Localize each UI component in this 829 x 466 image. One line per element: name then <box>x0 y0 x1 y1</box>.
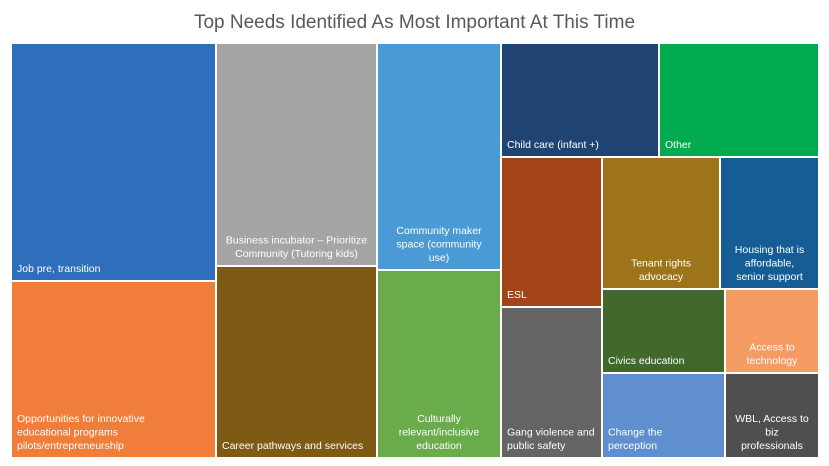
treemap-tile-label: Housing that is affordable, senior support <box>735 244 804 283</box>
treemap-tile-esl: ESL <box>502 158 601 306</box>
treemap-tile-label: ESL <box>507 289 527 301</box>
treemap-tile-label: Opportunities for innovative educational … <box>17 413 145 452</box>
treemap-tile-culturally-relevant-inclusive-education: Culturally relevant/inclusive education <box>378 271 500 457</box>
treemap-tile-rect <box>603 374 724 457</box>
treemap-tile-rect <box>726 290 818 372</box>
treemap-tile-rect <box>217 44 376 265</box>
treemap-tile-business-incubator-prioritize-community-tutoring-kids: Business incubator – Prioritize Community… <box>217 44 376 265</box>
treemap-tile-label: Civics education <box>608 355 685 367</box>
treemap-tile-rect <box>502 308 601 457</box>
treemap-tile-gang-violence-and-public-safety: Gang violence and public safety <box>502 308 601 457</box>
treemap-tile-community-maker-space-community-use: Community maker space (community use) <box>378 44 500 269</box>
treemap-tile-label: Change the perception <box>608 427 662 453</box>
treemap-tile-career-pathways-and-services: Career pathways and services <box>217 267 376 457</box>
treemap-tile-label: Access to technology <box>747 342 799 368</box>
treemap-tile-rect <box>721 158 818 288</box>
treemap-tile-housing-that-is-affordable-senior-support: Housing that is affordable, senior support <box>721 158 818 288</box>
treemap-tile-rect <box>726 374 818 457</box>
treemap-tile-change-the-perception: Change the perception <box>603 374 724 457</box>
treemap-tile-label: WBL, Access to biz professionals <box>735 413 809 452</box>
treemap-tile-label: Gang violence and public safety <box>507 427 595 453</box>
treemap-tile-label: Tenant rights advocacy <box>631 258 691 284</box>
treemap-tile-rect <box>660 44 818 156</box>
treemap-tile-job-pre-transition: Job pre, transition <box>12 44 215 280</box>
treemap-tile-label: Culturally relevant/inclusive education <box>399 413 480 452</box>
treemap-tile-label: Child care (infant +) <box>507 139 599 151</box>
treemap-tile-other: Other <box>660 44 818 156</box>
treemap-tile-civics-education: Civics education <box>603 290 724 372</box>
treemap-tile-rect <box>502 44 658 156</box>
treemap-tile-tenant-rights-advocacy: Tenant rights advocacy <box>603 158 719 288</box>
treemap-tile-rect <box>502 158 601 306</box>
treemap-tile-label: Other <box>665 139 692 151</box>
treemap-tile-rect <box>12 282 215 457</box>
treemap-tile-label: Career pathways and services <box>222 440 363 452</box>
treemap-tile-child-care-infant: Child care (infant +) <box>502 44 658 156</box>
treemap-tile-rect <box>603 290 724 372</box>
chart-title: Top Needs Identified As Most Important A… <box>193 12 636 33</box>
treemap-tile-rect <box>378 271 500 457</box>
treemap-tile-label: Job pre, transition <box>17 263 101 275</box>
treemap-tile-wbl-access-to-biz-professionals: WBL, Access to biz professionals <box>726 374 818 457</box>
treemap-tile-rect <box>217 267 376 457</box>
treemap-tile-label: Business incubator – Prioritize Community… <box>226 235 367 261</box>
treemap-tile-label: Community maker space (community use) <box>396 225 482 264</box>
treemap-tile-access-to-technology: Access to technology <box>726 290 818 372</box>
treemap-tile-rect <box>12 44 215 280</box>
treemap-tile-opportunities-for-innovative-educational-programs-pilots-entrepreneurship: Opportunities for innovative educational … <box>12 282 215 457</box>
treemap-tile-rect <box>378 44 500 269</box>
treemap-tile-rect <box>603 158 719 288</box>
